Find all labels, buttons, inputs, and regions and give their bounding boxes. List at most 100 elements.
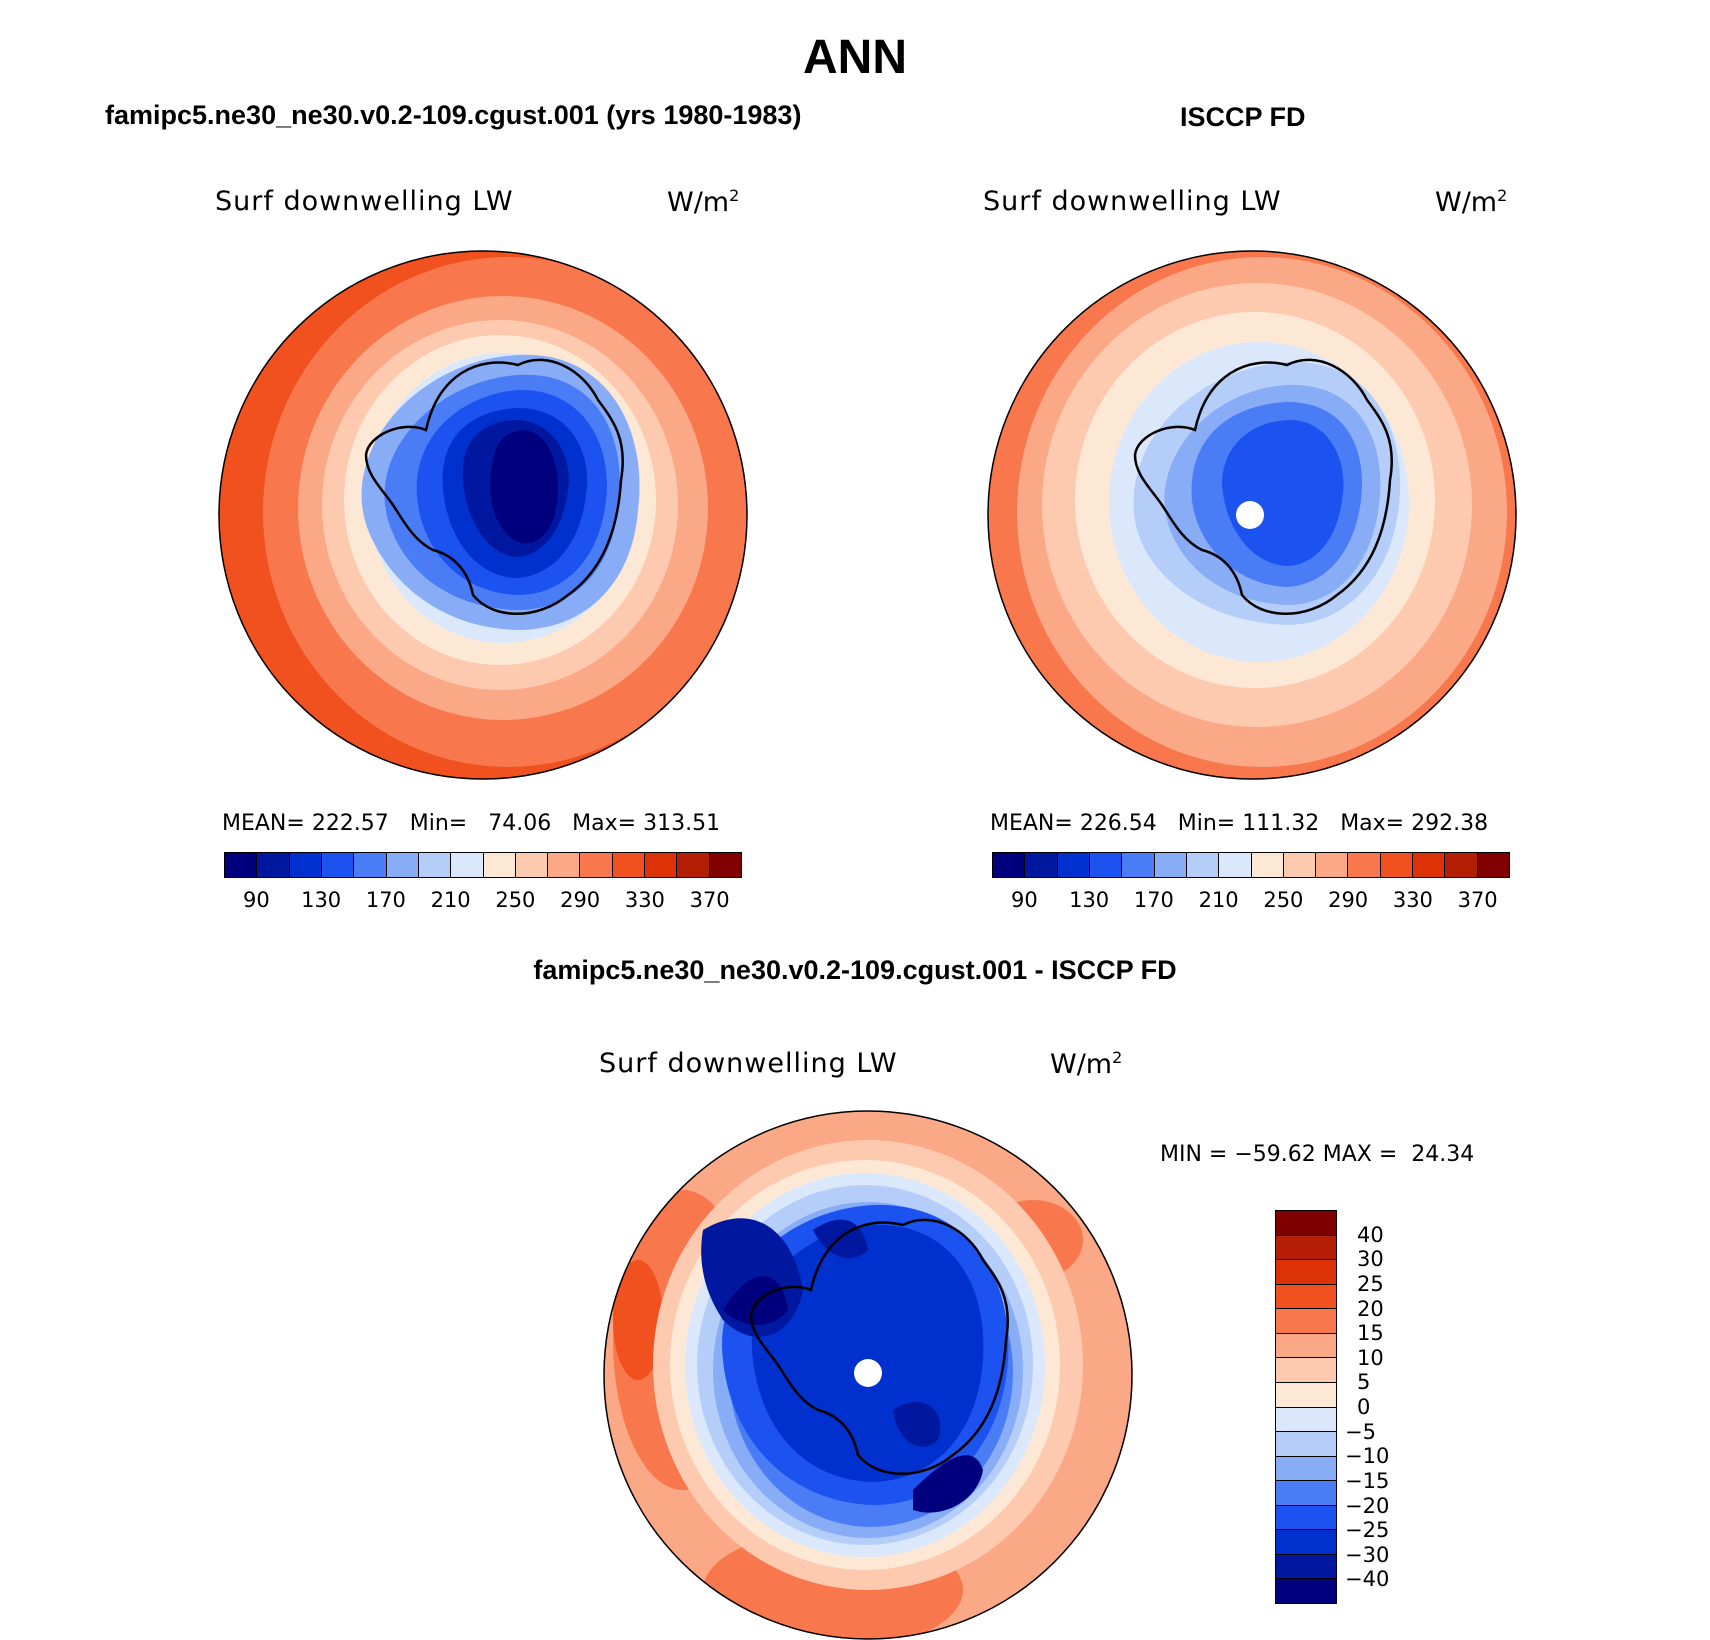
model-colorbar-label: 330 (624, 888, 665, 912)
obs-colorbar-swatch (1122, 853, 1155, 877)
obs-colorbar-swatch (1445, 853, 1478, 877)
diff-colorbar-label: 15 (1357, 1321, 1384, 1346)
diff-colorbar-swatch (1276, 1432, 1336, 1457)
model-colorbar-label: 290 (560, 888, 601, 912)
model-colorbar-swatch (580, 853, 613, 877)
model-colorbar-swatch (515, 853, 549, 877)
diff-colorbar-label: 25 (1357, 1271, 1384, 1296)
model-colorbar-swatch (709, 853, 741, 877)
model-colorbar-swatch (289, 853, 322, 877)
model-colorbar-label: 370 (689, 888, 730, 912)
obs-colorbar-swatch (1348, 853, 1381, 877)
obs-colorbar-label: 370 (1457, 888, 1498, 912)
model-colorbar-swatch (451, 853, 484, 877)
diff-colorbar-swatch (1276, 1456, 1336, 1482)
model-colorbar-swatch (225, 853, 258, 877)
diff-colorbar-swatch (1276, 1382, 1336, 1408)
model-colorbar-swatch (483, 853, 516, 877)
diff-colorbar-labels: 40 30 25 20 15 10 5 0 −5 −10 −15 −20 −25 −30 −40 (1345, 1210, 1425, 1604)
model-colorbar-swatch (418, 853, 452, 877)
diff-colorbar-swatch (1276, 1260, 1336, 1285)
diff-colorbar-swatch (1276, 1358, 1336, 1383)
obs-colorbar-swatch (993, 853, 1026, 877)
model-colorbar-swatch (548, 853, 581, 877)
diff-colorbar-swatch (1276, 1211, 1336, 1236)
obs-colorbar-label: 170 (1133, 888, 1174, 912)
diff-colorbar-swatch (1276, 1309, 1336, 1334)
diff-colorbar-swatch (1276, 1235, 1336, 1261)
model-colorbar-label: 170 (365, 888, 406, 912)
obs-colorbar-labels: 90 130 170 210 250 290 330 370 (992, 888, 1510, 916)
obs-colorbar-swatch (1283, 853, 1317, 877)
model-colorbar-label: 250 (495, 888, 536, 912)
diff-colorbar-swatch (1276, 1333, 1336, 1359)
obs-colorbar-swatch (1477, 853, 1509, 877)
model-colorbar-swatch (677, 853, 710, 877)
diff-colorbar-swatch (1276, 1407, 1336, 1433)
diff-colorbar-label: −20 (1345, 1493, 1390, 1518)
diff-colorbar-swatch (1276, 1505, 1336, 1531)
diff-colorbar-label: −5 (1345, 1419, 1376, 1444)
diff-colorbar-swatch (1276, 1579, 1336, 1603)
obs-variable-label: Surf downwelling LW (983, 186, 1282, 217)
diff-panel-title: famipc5.ne30_ne30.v0.2-109.cgust.001 - I… (533, 955, 1177, 985)
obs-polar-map (987, 250, 1517, 780)
diff-colorbar-label: 40 (1357, 1222, 1384, 1247)
obs-colorbar-swatch (1219, 853, 1252, 877)
model-colorbar-swatch (612, 853, 646, 877)
diff-colorbar-label: 10 (1357, 1345, 1384, 1370)
model-stats: MEAN= 222.57 Min= 74.06 Max= 313.51 (222, 811, 721, 836)
diff-colorbar-label: 20 (1357, 1296, 1384, 1321)
obs-panel-title: ISCCP FD (1180, 102, 1306, 132)
obs-colorbar-swatch (1186, 853, 1220, 877)
obs-colorbar-swatch (1057, 853, 1090, 877)
obs-stats: MEAN= 226.54 Min= 111.32 Max= 292.38 (990, 811, 1489, 836)
model-polar-map (218, 250, 748, 780)
diff-colorbar (1275, 1210, 1337, 1604)
diff-polar-map (603, 1110, 1133, 1640)
diff-colorbar-label: 30 (1357, 1247, 1384, 1272)
diff-colorbar-label: −40 (1345, 1567, 1390, 1592)
obs-colorbar-label: 250 (1263, 888, 1304, 912)
diff-stats: MIN = −59.62 MAX = 24.34 (1160, 1142, 1475, 1167)
obs-colorbar-label: 290 (1328, 888, 1369, 912)
model-colorbar-swatch (354, 853, 387, 877)
model-colorbar-swatch (645, 853, 678, 877)
figure-title: ANN (803, 31, 907, 84)
diff-colorbar-label: −30 (1345, 1542, 1390, 1567)
model-variable-label: Surf downwelling LW (215, 186, 514, 217)
diff-colorbar-swatch (1276, 1554, 1336, 1580)
obs-colorbar-swatch (1089, 853, 1123, 877)
model-colorbar-label: 130 (301, 888, 342, 912)
diff-colorbar-swatch (1276, 1284, 1336, 1310)
obs-colorbar (992, 852, 1510, 878)
obs-colorbar-swatch (1025, 853, 1058, 877)
model-colorbar-swatch (321, 853, 355, 877)
diff-colorbar-label: −10 (1345, 1444, 1390, 1469)
diff-colorbar-swatch (1276, 1481, 1336, 1506)
model-colorbar-swatch (386, 853, 419, 877)
obs-colorbar-label: 330 (1392, 888, 1433, 912)
diff-colorbar-swatch (1276, 1530, 1336, 1555)
model-colorbar-label: 210 (430, 888, 471, 912)
diff-units-label: W/m2 (1050, 1048, 1123, 1080)
diff-colorbar-label: 5 (1357, 1370, 1371, 1395)
obs-colorbar-label: 130 (1069, 888, 1110, 912)
obs-colorbar-label: 210 (1198, 888, 1239, 912)
obs-colorbar-swatch (1316, 853, 1349, 877)
obs-colorbar-swatch (1380, 853, 1414, 877)
model-units-label: W/m2 (667, 186, 740, 218)
model-panel-title: famipc5.ne30_ne30.v0.2-109.cgust.001 (yr… (105, 100, 802, 130)
model-colorbar-label: 90 (243, 888, 270, 912)
obs-units-label: W/m2 (1435, 186, 1508, 218)
model-colorbar (224, 852, 742, 878)
diff-colorbar-label: −25 (1345, 1518, 1390, 1543)
model-colorbar-labels: 90 130 170 210 250 290 330 370 (224, 888, 742, 916)
diff-colorbar-label: 0 (1357, 1395, 1371, 1419)
diff-colorbar-label: −15 (1345, 1468, 1390, 1493)
model-colorbar-swatch (257, 853, 290, 877)
obs-colorbar-swatch (1413, 853, 1446, 877)
obs-colorbar-swatch (1154, 853, 1187, 877)
diff-variable-label: Surf downwelling LW (599, 1048, 898, 1079)
obs-colorbar-label: 90 (1011, 888, 1038, 912)
